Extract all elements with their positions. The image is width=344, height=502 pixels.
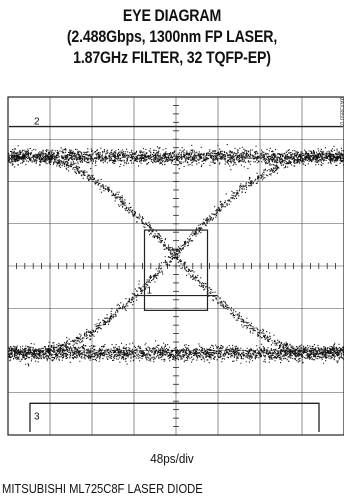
laser-diode-note: MITSUBISHI ML725C8F LASER DIODE	[2, 481, 203, 496]
eye-trace-dots	[8, 144, 344, 367]
chart-title-line-1: EYE DIAGRAM	[122, 7, 222, 25]
mask-marker-3: 3	[34, 411, 40, 422]
mask-center-region	[143, 229, 209, 311]
figure-id: MAX3850 01	[338, 96, 344, 128]
eye-mask	[9, 125, 343, 432]
eye-diagram-plot: 2 1 3	[0, 92, 344, 442]
mask-lower-limit	[29, 402, 320, 432]
eye-traces	[8, 144, 344, 367]
chart-title-line-3: 1.87GHz FILTER, 32 TQFP-EP)	[73, 49, 271, 67]
mask-marker-2: 2	[34, 117, 40, 128]
scope-background	[0, 92, 344, 442]
chart-title-line-2: (2.488Gbps, 1300nm FP LASER,	[66, 28, 278, 46]
mask-marker-1: 1	[147, 286, 153, 297]
x-axis-scale-label: 48ps/div	[150, 451, 194, 466]
